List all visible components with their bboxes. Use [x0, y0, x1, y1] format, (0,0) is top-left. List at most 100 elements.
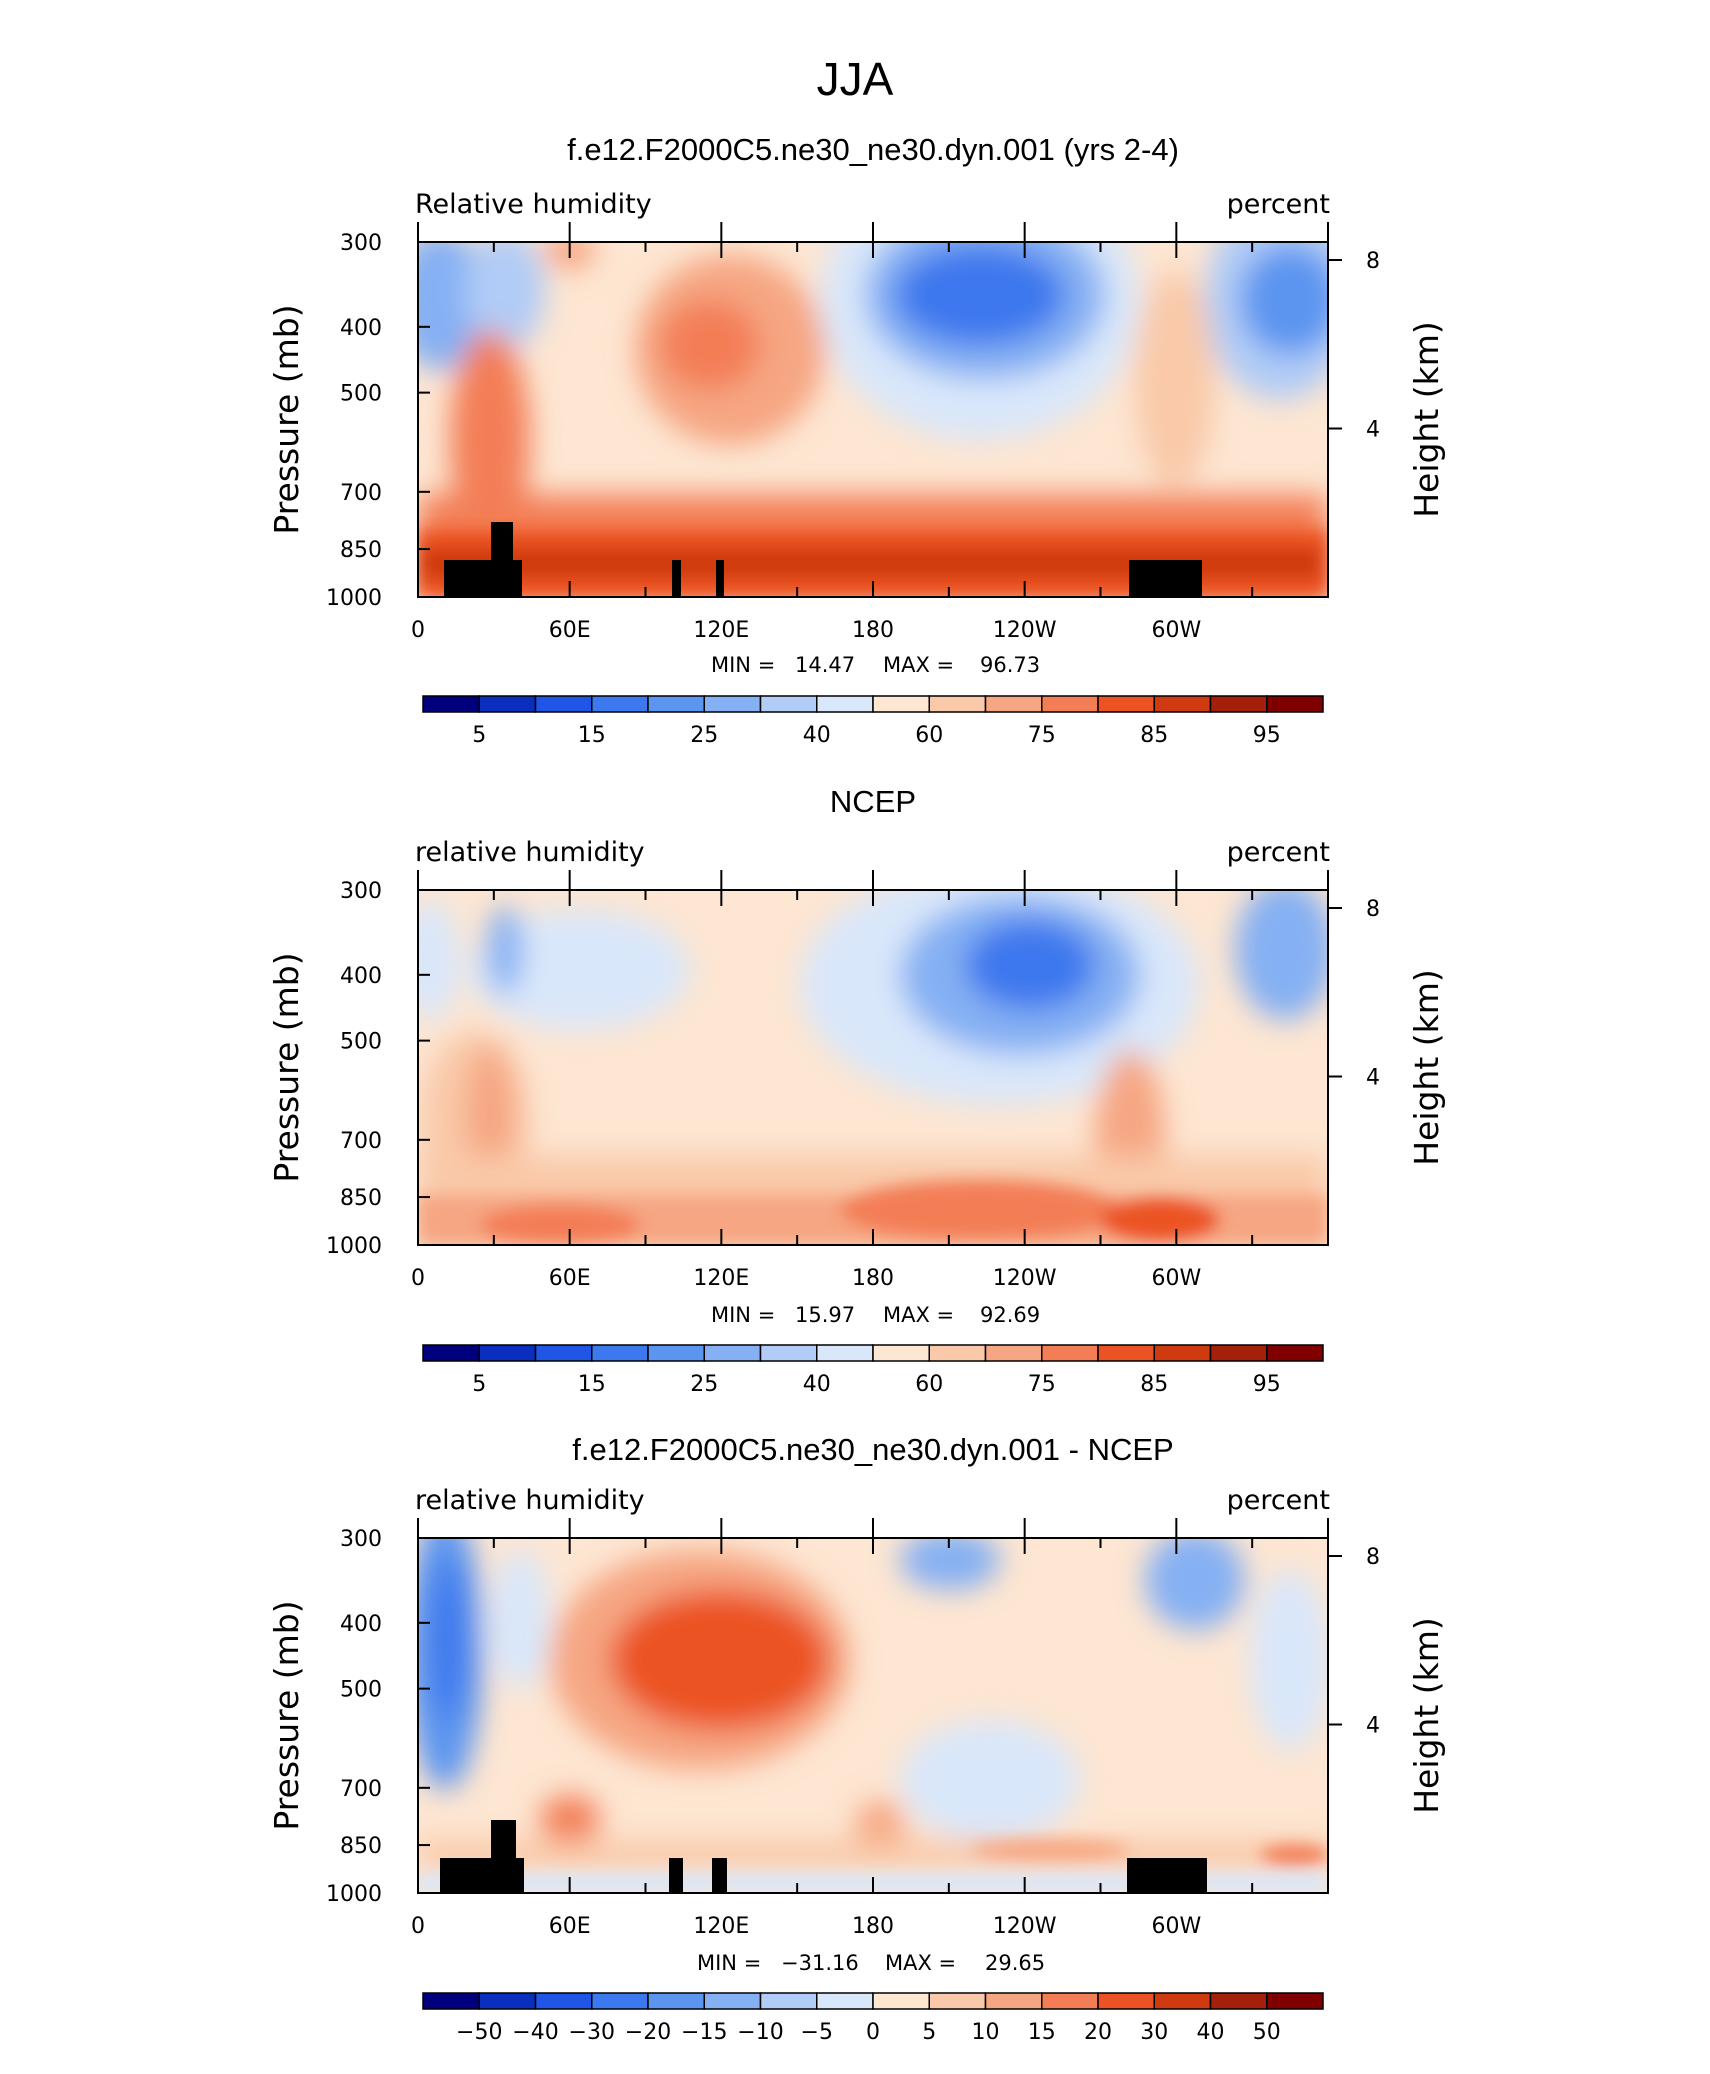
colorbar-label: −50	[456, 2020, 502, 2045]
panel-title: NCEP	[830, 784, 916, 819]
colorbar-swatch	[703, 1344, 762, 1362]
colorbar-label: −5	[801, 2020, 833, 2045]
colorbar-swatch	[1266, 695, 1324, 713]
colorbar-label: 95	[1253, 1372, 1281, 1397]
x-tick-label: 60W	[1151, 1914, 1201, 1939]
contour-field	[418, 1538, 1328, 1893]
colorbar-label: 15	[1028, 2020, 1056, 2045]
colorbar-label: 25	[690, 723, 718, 748]
x-tick-label: 60E	[549, 1914, 591, 1939]
colorbar-swatch	[872, 1344, 930, 1362]
colorbar-label: 5	[472, 1372, 486, 1397]
colorbar-label: −40	[512, 2020, 558, 2045]
y2-tick-label: 4	[1366, 418, 1380, 443]
variable-label: relative humidity	[415, 1485, 645, 1516]
colorbar-label: 75	[1028, 723, 1056, 748]
colorbar-swatch	[1097, 695, 1155, 713]
colorbar-swatch	[1097, 1992, 1155, 2010]
colorbar-swatch	[1266, 1344, 1324, 1362]
colorbar-swatch	[478, 1344, 537, 1362]
y-tick-label: 700	[340, 481, 382, 506]
min-value: 14.47	[795, 653, 855, 677]
colorbar-label: 85	[1140, 1372, 1168, 1397]
colorbar-swatch	[1209, 695, 1268, 713]
colorbar-label: 75	[1028, 1372, 1056, 1397]
y2-tick-label: 8	[1366, 897, 1380, 922]
x-tick-label: 120W	[993, 618, 1057, 643]
y-tick-label: 400	[340, 964, 382, 989]
y-tick-label: 850	[340, 1186, 382, 1211]
colorbar-swatch	[984, 1992, 1043, 2010]
colorbar-label: 0	[866, 2020, 880, 2045]
y-axis-title: Pressure (mb)	[267, 304, 306, 534]
max-value: 96.73	[980, 653, 1040, 677]
colorbar-swatch	[591, 695, 649, 713]
colorbar-label: 50	[1253, 2020, 1281, 2045]
x-tick-label: 0	[411, 1266, 425, 1291]
x-tick-label: 120E	[693, 618, 749, 643]
panel-ncep: NCEP relative humidity percent	[267, 784, 1446, 1397]
y2-axis-title: Height (km)	[1407, 1617, 1446, 1814]
y-tick-label: 400	[340, 1612, 382, 1637]
y-tick-label: 300	[340, 879, 382, 904]
min-label: MIN =	[711, 1303, 775, 1327]
colorbar-swatch	[1153, 1344, 1212, 1362]
max-value: 92.69	[980, 1303, 1040, 1327]
x-tick-label: 0	[411, 1914, 425, 1939]
y-tick-label: 1000	[326, 586, 382, 611]
colorbar-label: 10	[972, 2020, 1000, 2045]
x-tick-label: 120E	[693, 1266, 749, 1291]
contour-field	[418, 890, 1328, 1245]
y-tick-label: 1000	[326, 1882, 382, 1907]
colorbar-label: −30	[569, 2020, 615, 2045]
colorbar-label: 30	[1140, 2020, 1168, 2045]
colorbar-swatch	[647, 1344, 705, 1362]
colorbar-swatch	[478, 1992, 537, 2010]
colorbar-swatch	[1209, 1344, 1268, 1362]
colorbar-swatch	[703, 1992, 762, 2010]
y-tick-label: 1000	[326, 1234, 382, 1259]
max-label: MAX =	[885, 1951, 956, 1975]
colorbar-swatch	[1041, 695, 1099, 713]
colorbar-swatch	[422, 1992, 480, 2010]
y-tick-label: 850	[340, 538, 382, 563]
max-value: 29.65	[985, 1951, 1045, 1975]
variable-label: relative humidity	[415, 837, 645, 868]
y-tick-label: 700	[340, 1777, 382, 1802]
x-tick-label: 60E	[549, 1266, 591, 1291]
colorbar-swatch	[1153, 695, 1212, 713]
panel-difference: f.e12.F2000C5.ne30_ne30.dyn.001 - NCEP r…	[267, 1432, 1446, 2045]
colorbar-swatch	[928, 695, 987, 713]
colorbar-swatch	[872, 695, 930, 713]
y2-axis-title: Height (km)	[1407, 321, 1446, 518]
colorbar-label: 15	[578, 1372, 606, 1397]
colorbar-swatch	[1209, 1992, 1268, 2010]
colorbar-swatch	[478, 695, 537, 713]
contour-field	[418, 242, 1328, 597]
y2-tick-label: 4	[1366, 1714, 1380, 1739]
panel-title: f.e12.F2000C5.ne30_ne30.dyn.001 - NCEP	[572, 1432, 1173, 1467]
colorbar-label: 95	[1253, 723, 1281, 748]
colorbar-label: 15	[578, 723, 606, 748]
colorbar-swatch	[422, 695, 480, 713]
units-label: percent	[1227, 189, 1330, 220]
colorbar-swatch	[1097, 1344, 1155, 1362]
colorbar-label: 60	[915, 1372, 943, 1397]
max-label: MAX =	[883, 653, 954, 677]
y2-tick-label: 8	[1366, 249, 1380, 274]
colorbar-label: 5	[922, 2020, 936, 2045]
colorbar-label: 40	[803, 723, 831, 748]
colorbar-label: 40	[803, 1372, 831, 1397]
y-axis-title: Pressure (mb)	[267, 1600, 306, 1830]
min-label: MIN =	[711, 653, 775, 677]
colorbar-swatch	[1041, 1992, 1099, 2010]
colorbar-swatch	[984, 695, 1043, 713]
colorbar-swatch	[759, 695, 818, 713]
y-axis-title: Pressure (mb)	[267, 952, 306, 1182]
panel-model: f.e12.F2000C5.ne30_ne30.dyn.001 (yrs 2-4…	[267, 132, 1446, 748]
min-value: −31.16	[781, 1951, 859, 1975]
x-tick-label: 180	[852, 618, 894, 643]
units-label: percent	[1227, 837, 1330, 868]
x-tick-label: 120E	[693, 1914, 749, 1939]
colorbar-label: 25	[690, 1372, 718, 1397]
